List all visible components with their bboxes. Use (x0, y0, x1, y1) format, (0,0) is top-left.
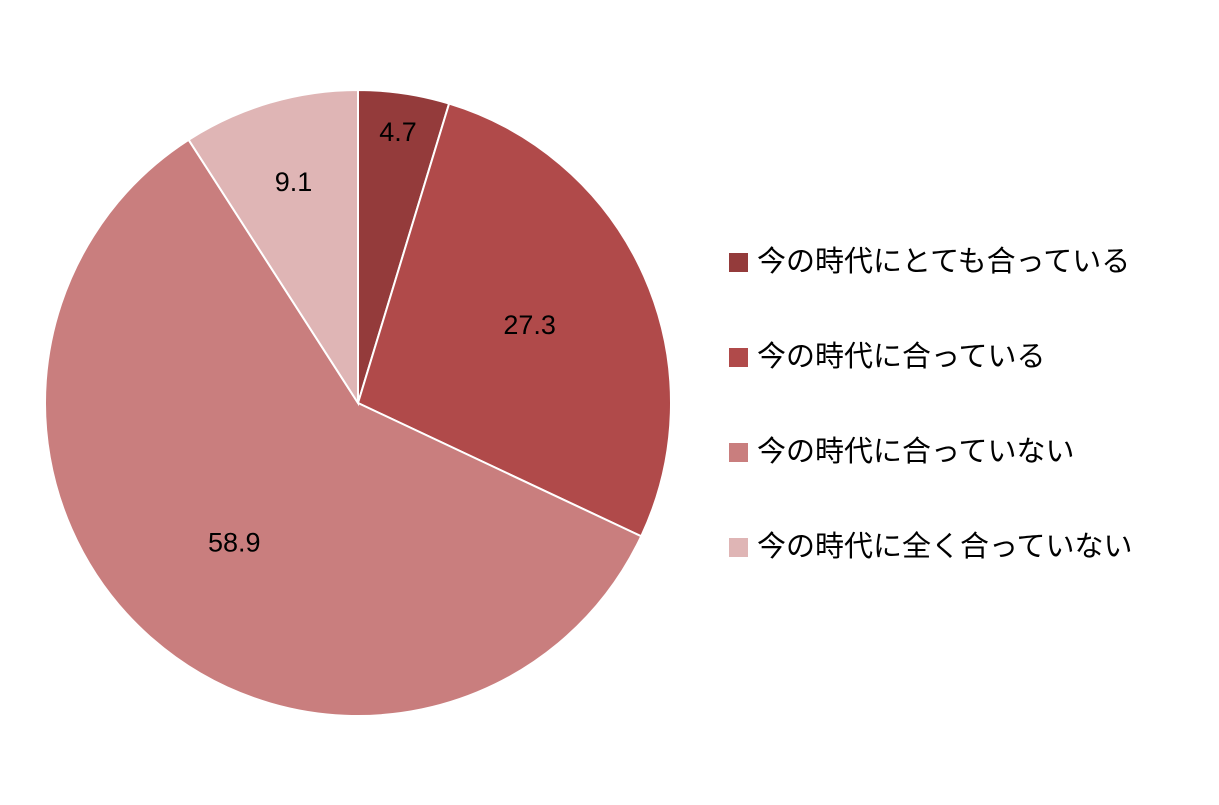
data-label: 9.1 (275, 167, 313, 197)
legend-label: 今の時代に全く合っていない (757, 529, 1133, 563)
legend-swatch (729, 253, 748, 272)
legend-swatch (729, 538, 748, 557)
data-label: 27.3 (503, 310, 556, 340)
pie-slice (44, 138, 643, 717)
legend-label: 今の時代に合っている (757, 339, 1046, 373)
legend-swatch (729, 348, 748, 367)
data-label: 58.9 (208, 527, 261, 557)
data-label: 4.7 (379, 117, 417, 147)
pie-slice (356, 102, 672, 538)
pie-slice (187, 88, 359, 407)
legend-swatch (729, 443, 748, 462)
legend-label: 今の時代に合っていない (757, 434, 1075, 468)
legend-label: 今の時代にとても合っている (757, 244, 1130, 278)
